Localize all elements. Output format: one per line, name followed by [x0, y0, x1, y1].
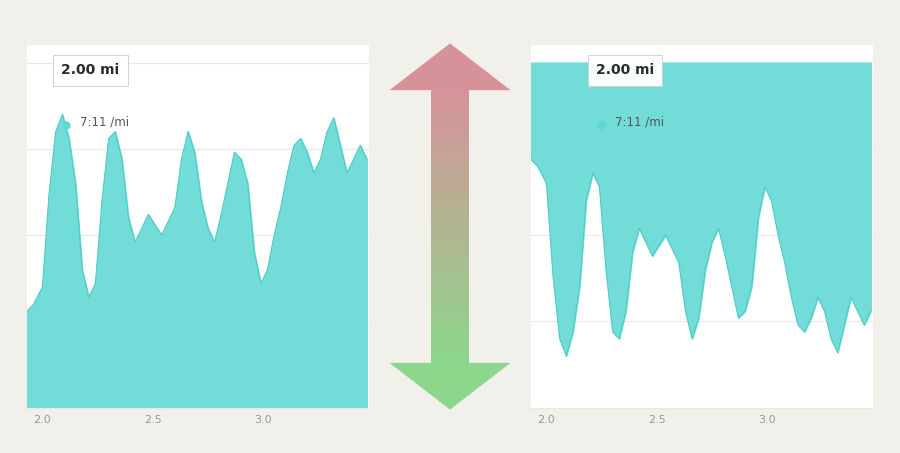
- Text: 2.00 mi: 2.00 mi: [596, 63, 654, 77]
- Polygon shape: [390, 363, 510, 410]
- Text: 7:11 /mi: 7:11 /mi: [615, 116, 664, 129]
- Text: 7:11 /mi: 7:11 /mi: [80, 116, 129, 129]
- Text: 2.00 mi: 2.00 mi: [61, 63, 120, 77]
- Polygon shape: [390, 43, 510, 90]
